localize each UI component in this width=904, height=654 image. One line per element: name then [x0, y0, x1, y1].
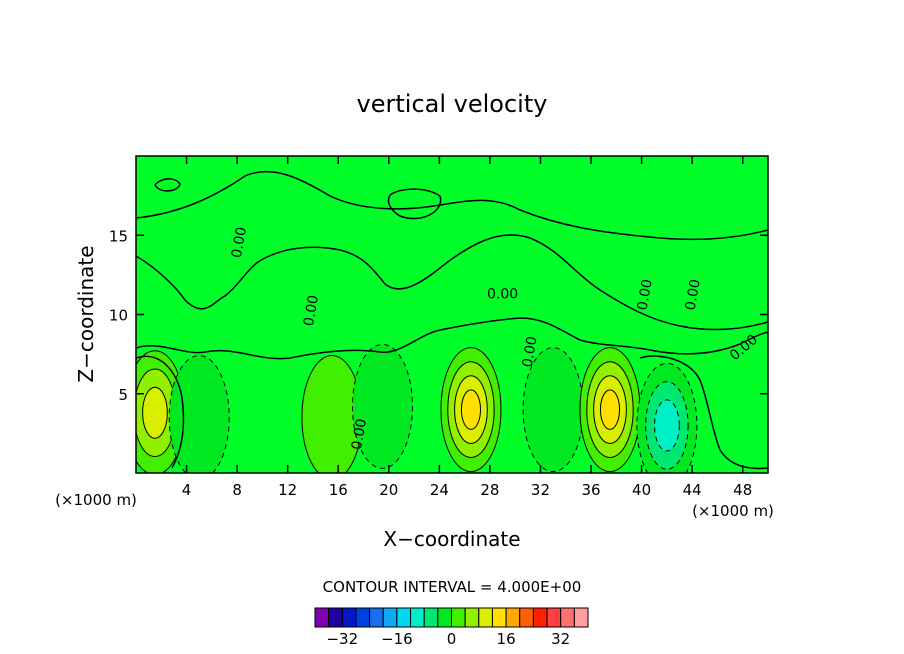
plot-area: 0.000.00 0.000.000.00 0.000.000.00 4 8 12 16 2… [109, 155, 769, 499]
legend-swatch-10 [451, 607, 466, 628]
contour-label-7: 0.00 [349, 418, 370, 451]
zero-contour-top-eddy-2 [387, 188, 442, 220]
x-axis-ticks: 4 8 12 16 20 24 28 32 36 40 44 48 [182, 156, 752, 499]
contour-label-1: 0.00 [301, 294, 322, 327]
legend-swatch-14 [505, 607, 521, 628]
legend-swatch-17 [546, 607, 562, 628]
contour-label-0: 0.00 [229, 226, 250, 259]
legend-swatch-2 [341, 607, 357, 628]
contour-level-3-1 [351, 343, 413, 469]
legend-tick-label-4: 32 [551, 630, 570, 648]
contour-level-1-1 [168, 355, 230, 473]
legend-tick-label-1: −16 [381, 630, 413, 648]
legend-swatch-9 [437, 607, 453, 628]
legend-tick-labels: −32 −16 0 16 32 [326, 630, 570, 648]
legend-swatch-11 [464, 607, 480, 628]
contour-label-5: 0.00 [683, 278, 704, 311]
x-tick-label-24: 24 [430, 481, 449, 499]
y-axis-label: Z−coordinate [74, 245, 98, 382]
y-tick-label-15: 15 [109, 227, 128, 245]
legend-swatch-1 [328, 607, 343, 628]
x-tick-label-40: 40 [632, 481, 651, 499]
zero-contour-left-cell [136, 355, 185, 469]
y-tick-label-5: 5 [118, 386, 128, 404]
x-unit-left: (×1000 m) [55, 491, 137, 509]
contour-level-0-3 [142, 386, 168, 439]
x-axis-label: X−coordinate [383, 527, 520, 551]
x-tick-label-36: 36 [581, 481, 600, 499]
legend-swatch-18 [560, 607, 575, 628]
zero-contour-middle [136, 234, 768, 331]
contour-level-4-4 [460, 389, 482, 430]
legend-swatch-15 [519, 607, 534, 628]
zero-contour-lines [136, 170, 768, 470]
legend-swatch-7 [410, 607, 425, 628]
chart-title: vertical velocity [357, 90, 548, 118]
contour-fields [136, 343, 698, 473]
legend-swatch-0 [314, 607, 330, 628]
contour-label-4: 0.00 [635, 278, 656, 311]
legend-swatch-13 [491, 607, 507, 628]
zero-contour-top-eddy [154, 178, 181, 192]
legend-tick-label-3: 16 [497, 630, 516, 648]
contour-label-2: 0.00 [487, 287, 518, 303]
x-tick-label-8: 8 [232, 481, 242, 499]
zero-contour-right-cell [639, 355, 768, 470]
legend-swatch-16 [532, 607, 548, 628]
contour-level-6-4 [599, 389, 621, 430]
legend-tick-label-0: −32 [326, 630, 358, 648]
x-tick-label-12: 12 [278, 481, 297, 499]
legend-tick-label-2: 0 [447, 630, 457, 648]
contour-interval: CONTOUR INTERVAL = 4.000E+00 [323, 578, 582, 596]
x-tick-label-32: 32 [531, 481, 550, 499]
x-tick-label-4: 4 [182, 481, 192, 499]
x-tick-label-48: 48 [733, 481, 752, 499]
legend-swatch-4 [369, 607, 384, 628]
y-axis-ticks: 5 10 15 [109, 227, 768, 404]
y-tick-label-10: 10 [109, 307, 128, 325]
contour-label-3: 0.00 [520, 335, 541, 368]
x-tick-label-16: 16 [329, 481, 348, 499]
legend-swatch-19 [573, 607, 589, 628]
x-tick-label-28: 28 [480, 481, 499, 499]
zero-contour-lower [136, 317, 768, 360]
color-legend [314, 607, 589, 628]
legend-swatch-5 [382, 607, 398, 628]
legend-swatch-3 [355, 607, 371, 628]
legend-swatch-6 [396, 607, 412, 628]
x-unit-right: (×1000 m) [692, 502, 774, 520]
contour-level-7-3 [654, 399, 680, 452]
x-tick-label-20: 20 [379, 481, 398, 499]
legend-swatch-8 [423, 607, 439, 628]
legend-swatch-12 [478, 607, 493, 628]
x-tick-label-44: 44 [683, 481, 702, 499]
